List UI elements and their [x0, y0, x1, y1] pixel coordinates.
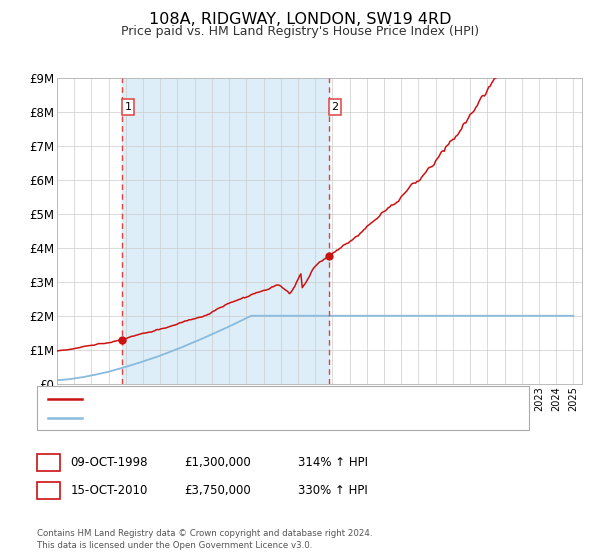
Text: Contains HM Land Registry data © Crown copyright and database right 2024.: Contains HM Land Registry data © Crown c… — [37, 529, 373, 538]
Text: HPI: Average price, detached house, Merton: HPI: Average price, detached house, Mert… — [86, 413, 332, 423]
Text: £3,750,000: £3,750,000 — [184, 484, 251, 497]
Text: 2: 2 — [331, 102, 338, 112]
Text: 314% ↑ HPI: 314% ↑ HPI — [298, 456, 368, 469]
Text: 1: 1 — [45, 456, 52, 469]
Bar — [122, 78, 329, 384]
Text: £1,300,000: £1,300,000 — [184, 456, 251, 469]
Text: 330% ↑ HPI: 330% ↑ HPI — [298, 484, 368, 497]
Text: 108A, RIDGWAY, LONDON, SW19 4RD: 108A, RIDGWAY, LONDON, SW19 4RD — [149, 12, 451, 27]
Text: 108A, RIDGWAY, LONDON, SW19 4RD (detached house): 108A, RIDGWAY, LONDON, SW19 4RD (detache… — [86, 394, 398, 404]
Text: 1: 1 — [125, 102, 131, 112]
Text: 2: 2 — [45, 484, 52, 497]
Text: 09-OCT-1998: 09-OCT-1998 — [70, 456, 148, 469]
Text: This data is licensed under the Open Government Licence v3.0.: This data is licensed under the Open Gov… — [37, 541, 313, 550]
Text: 15-OCT-2010: 15-OCT-2010 — [70, 484, 148, 497]
Text: Price paid vs. HM Land Registry's House Price Index (HPI): Price paid vs. HM Land Registry's House … — [121, 25, 479, 38]
